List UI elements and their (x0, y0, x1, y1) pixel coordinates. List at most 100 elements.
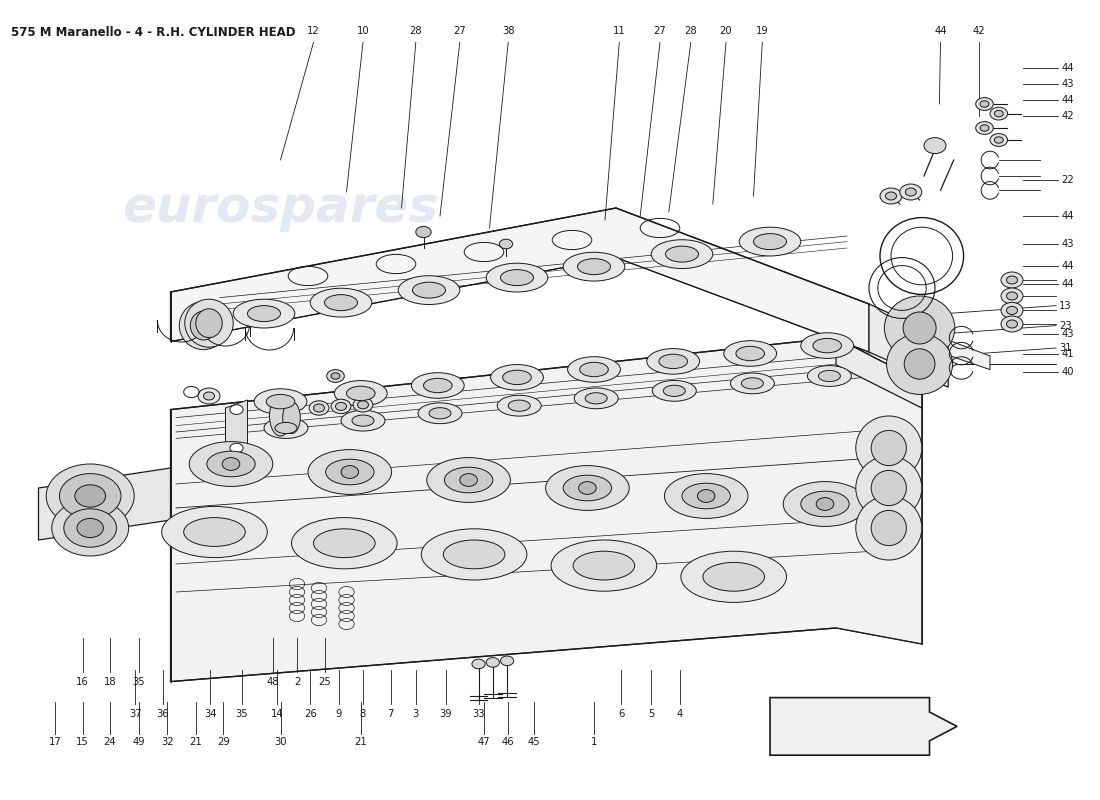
Ellipse shape (578, 258, 610, 274)
Ellipse shape (871, 430, 906, 466)
Ellipse shape (185, 299, 233, 347)
Ellipse shape (412, 282, 446, 298)
Ellipse shape (196, 309, 222, 338)
Circle shape (880, 188, 902, 204)
Text: 44: 44 (934, 26, 947, 36)
Ellipse shape (730, 373, 774, 394)
Text: 20: 20 (719, 26, 733, 36)
Text: 44: 44 (1062, 95, 1074, 105)
Ellipse shape (275, 422, 297, 434)
Text: 26: 26 (304, 709, 317, 718)
Polygon shape (836, 338, 922, 408)
Text: 3: 3 (412, 709, 419, 718)
Text: eurospares: eurospares (480, 528, 796, 576)
Circle shape (1006, 306, 1018, 314)
Circle shape (314, 404, 324, 412)
Circle shape (64, 509, 117, 547)
Circle shape (353, 398, 373, 412)
Ellipse shape (308, 450, 392, 494)
Circle shape (900, 184, 922, 200)
Circle shape (486, 658, 499, 667)
Ellipse shape (568, 357, 620, 382)
Text: 8: 8 (360, 709, 366, 718)
Text: 29: 29 (217, 738, 230, 747)
Circle shape (52, 500, 129, 556)
Ellipse shape (264, 418, 308, 438)
Ellipse shape (783, 482, 867, 526)
Ellipse shape (292, 518, 397, 569)
Ellipse shape (546, 466, 629, 510)
Ellipse shape (647, 349, 700, 374)
Circle shape (77, 518, 103, 538)
Ellipse shape (574, 388, 618, 409)
Text: 21: 21 (354, 738, 367, 747)
Ellipse shape (508, 400, 530, 411)
Circle shape (472, 659, 485, 669)
Ellipse shape (754, 234, 786, 250)
Ellipse shape (352, 415, 374, 426)
Circle shape (1001, 272, 1023, 288)
Text: 15: 15 (76, 738, 89, 747)
Polygon shape (39, 468, 170, 540)
Ellipse shape (659, 354, 688, 369)
Circle shape (886, 192, 896, 200)
Circle shape (816, 498, 834, 510)
Circle shape (204, 392, 214, 400)
Ellipse shape (736, 346, 764, 361)
Ellipse shape (270, 396, 292, 436)
Circle shape (980, 125, 989, 131)
Text: 42: 42 (1062, 111, 1074, 121)
Circle shape (990, 107, 1008, 120)
Text: 48: 48 (266, 677, 279, 686)
Circle shape (976, 122, 993, 134)
Text: 10: 10 (356, 26, 370, 36)
Ellipse shape (254, 389, 307, 414)
Polygon shape (170, 338, 922, 682)
Polygon shape (869, 304, 948, 387)
Ellipse shape (664, 474, 748, 518)
Ellipse shape (663, 386, 685, 397)
Text: 32: 32 (161, 738, 174, 747)
Ellipse shape (856, 456, 922, 520)
Circle shape (1006, 292, 1018, 300)
Text: 49: 49 (132, 738, 145, 747)
Text: 7: 7 (387, 709, 394, 718)
Circle shape (331, 373, 340, 379)
Ellipse shape (429, 408, 451, 419)
Circle shape (1006, 320, 1018, 328)
Ellipse shape (585, 393, 607, 404)
Text: 44: 44 (1062, 63, 1074, 73)
Ellipse shape (856, 496, 922, 560)
Ellipse shape (346, 386, 375, 401)
Ellipse shape (190, 311, 217, 340)
Ellipse shape (703, 562, 764, 591)
Circle shape (331, 399, 351, 414)
Ellipse shape (884, 296, 955, 360)
Text: eurospares: eurospares (122, 184, 439, 232)
Ellipse shape (443, 540, 505, 569)
Ellipse shape (551, 540, 657, 591)
Ellipse shape (871, 470, 906, 506)
Ellipse shape (887, 334, 953, 394)
Polygon shape (770, 698, 957, 755)
Ellipse shape (179, 302, 228, 350)
Text: 47: 47 (477, 738, 491, 747)
Ellipse shape (189, 442, 273, 486)
Circle shape (1001, 288, 1023, 304)
Circle shape (697, 490, 715, 502)
Text: 30: 30 (274, 738, 287, 747)
Ellipse shape (813, 338, 842, 353)
Text: 34: 34 (204, 709, 217, 718)
Text: 36: 36 (156, 709, 169, 718)
Text: 43: 43 (1062, 79, 1074, 89)
Ellipse shape (233, 299, 295, 328)
Circle shape (905, 188, 916, 196)
Circle shape (341, 466, 359, 478)
Ellipse shape (326, 459, 374, 485)
Circle shape (460, 474, 477, 486)
Circle shape (230, 405, 243, 414)
Text: 44: 44 (1062, 261, 1074, 270)
Text: 41: 41 (1062, 349, 1074, 358)
Ellipse shape (573, 551, 635, 580)
Ellipse shape (421, 529, 527, 580)
